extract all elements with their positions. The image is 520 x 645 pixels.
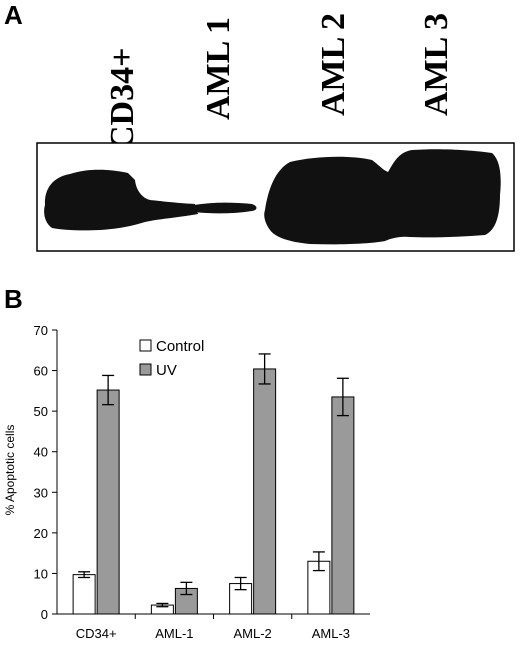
western-blot (36, 142, 515, 252)
bar-uv (331, 396, 355, 615)
panel-b-label: B (4, 284, 23, 314)
legend-label-control: Control (156, 338, 204, 355)
band-cd34 (44, 169, 198, 231)
legend-label-uv: UV (156, 362, 177, 379)
legend: Control UV (139, 338, 204, 379)
x-tick-label: CD34+ (76, 626, 117, 641)
bar-uv (253, 368, 277, 615)
y-tick-label: 0 (41, 607, 48, 622)
y-tick-label: 10 (34, 566, 48, 581)
y-axis-title: % Apoptotic cells (3, 425, 17, 516)
y-tick-label: 70 (34, 323, 48, 338)
legend-swatch-control (139, 339, 152, 352)
legend-swatch-uv (139, 363, 152, 376)
y-axis-ticks: 0 10 20 30 40 50 60 70 (34, 323, 57, 622)
y-tick-label: 30 (34, 485, 48, 500)
error-bars (78, 353, 349, 608)
x-axis-ticks: CD34+ AML-1 AML-2 AML-3 (76, 614, 350, 641)
panel-a-label: A (4, 0, 23, 30)
band-aml1 (194, 202, 257, 214)
bar-uv (96, 389, 120, 615)
bars (72, 368, 355, 615)
bar-control (72, 574, 96, 615)
y-tick-label: 40 (34, 445, 48, 460)
lane-labels: CD34+ AML 1 AML 2 AML 3 (104, 13, 455, 150)
y-tick-label: 50 (34, 404, 48, 419)
lane-label: AML 1 (200, 17, 237, 120)
y-tick-label: 20 (34, 526, 48, 541)
x-tick-label: AML-3 (312, 626, 350, 641)
band-aml2-aml3 (264, 149, 501, 245)
lane-label: AML 2 (315, 13, 352, 116)
y-tick-label: 60 (34, 364, 48, 379)
x-tick-label: AML-1 (155, 626, 193, 641)
x-tick-label: AML-2 (233, 626, 271, 641)
lane-label: AML 3 (418, 13, 455, 116)
lane-label: CD34+ (104, 48, 141, 150)
